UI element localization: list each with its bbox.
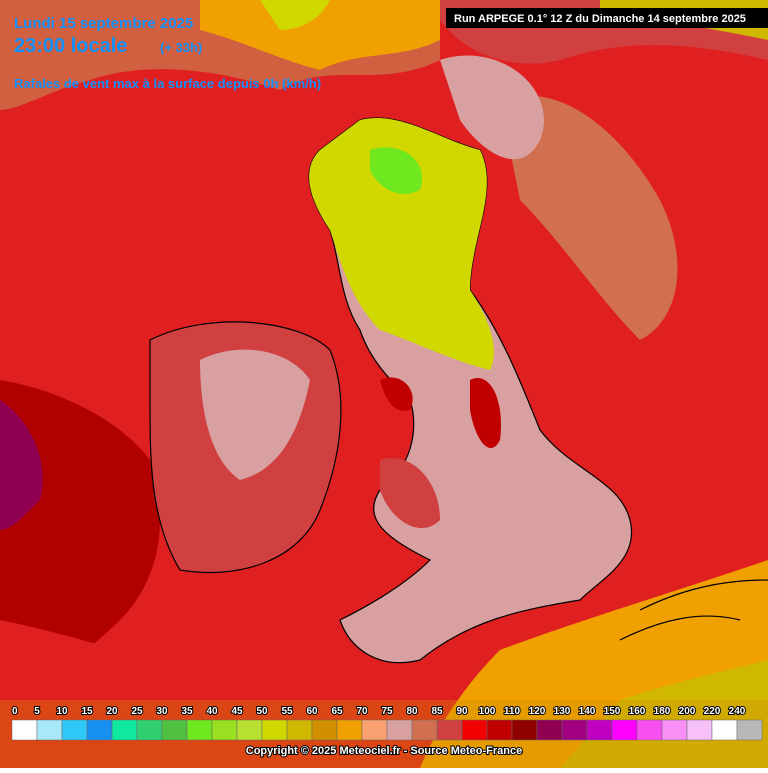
legend-label: 80 <box>406 706 418 717</box>
field-zone <box>260 0 330 30</box>
legend-label: 5 <box>34 706 40 717</box>
field-zone <box>0 620 320 700</box>
legend-label: 25 <box>131 706 143 717</box>
legend-label: 40 <box>206 706 218 717</box>
legend-swatch <box>636 719 663 741</box>
legend-swatch <box>161 719 188 741</box>
legend-label: 70 <box>356 706 368 717</box>
legend-swatch <box>486 719 513 741</box>
legend-swatch <box>611 719 638 741</box>
legend-label: 60 <box>306 706 318 717</box>
field-zone <box>370 147 422 194</box>
legend-swatch <box>661 719 688 741</box>
field-zone <box>200 349 310 480</box>
legend-swatch <box>511 719 538 741</box>
legend-label: 45 <box>231 706 243 717</box>
field-zone <box>0 400 43 530</box>
field-zone <box>380 377 413 411</box>
legend-swatch <box>411 719 438 741</box>
legend-swatch <box>211 719 238 741</box>
field-zone <box>309 117 494 371</box>
legend-swatch <box>86 719 113 741</box>
legend-label: 55 <box>281 706 293 717</box>
legend: 0 5 10 15 20 25 30 35 40 45 50 55 60 65 70 75 80 85 90 100 1… <box>11 705 763 741</box>
legend-swatch <box>361 719 388 741</box>
legend-swatch <box>286 719 313 741</box>
legend-label: 90 <box>456 706 468 717</box>
field-zone <box>470 378 501 449</box>
field-zone <box>200 0 440 70</box>
legend-label: 160 <box>629 706 646 717</box>
legend-label: 30 <box>156 706 168 717</box>
field-zone <box>440 55 544 160</box>
legend-swatch <box>586 719 613 741</box>
legend-label: 180 <box>654 706 671 717</box>
offset: (+ 33h) <box>160 40 202 55</box>
legend-label: 20 <box>106 706 118 717</box>
run-info: Run ARPEGE 0.1° 12 Z du Dimanche 14 sept… <box>454 13 746 25</box>
legend-label: 240 <box>729 706 746 717</box>
legend-label: 150 <box>604 706 621 717</box>
legend-label: 85 <box>431 706 443 717</box>
legend-label: 130 <box>554 706 571 717</box>
legend-swatch <box>186 719 213 741</box>
legend-label: 220 <box>704 706 721 717</box>
legend-swatch <box>311 719 338 741</box>
legend-swatch <box>11 719 38 741</box>
legend-swatch <box>686 719 713 741</box>
legend-label: 65 <box>331 706 343 717</box>
legend-swatch <box>436 719 463 741</box>
legend-swatch <box>736 719 763 741</box>
field-zone <box>560 660 768 768</box>
legend-swatch <box>61 719 88 741</box>
legend-label: 15 <box>81 706 93 717</box>
legend-label: 10 <box>56 706 68 717</box>
continent-coast <box>619 579 768 641</box>
legend-swatch <box>461 719 488 741</box>
legend-swatch <box>711 719 738 741</box>
time: 23:00 locale <box>14 35 127 57</box>
legend-swatch <box>136 719 163 741</box>
legend-swatch <box>536 719 563 741</box>
legend-label: 140 <box>579 706 596 717</box>
date: Lundi 15 septembre 2025 <box>14 15 193 32</box>
legend-label: 0 <box>12 706 18 717</box>
legend-label: 110 <box>504 706 521 717</box>
legend-label: 200 <box>679 706 696 717</box>
legend-label: 100 <box>479 706 496 717</box>
legend-label: 50 <box>256 706 268 717</box>
legend-swatch <box>111 719 138 741</box>
legend-swatch <box>36 719 63 741</box>
legend-swatch <box>561 719 588 741</box>
legend-label: 120 <box>529 706 546 717</box>
legend-label: 75 <box>381 706 393 717</box>
parameter: Rafales de vent max à la surface depuis … <box>14 76 321 91</box>
field-zone <box>500 95 678 340</box>
run-box <box>446 8 768 28</box>
legend-swatch <box>261 719 288 741</box>
field-zone <box>380 458 440 529</box>
legend-swatch <box>336 719 363 741</box>
legend-swatch <box>236 719 263 741</box>
legend-label: 35 <box>181 706 193 717</box>
legend-swatch <box>386 719 413 741</box>
copyright: Copyright © 2025 Meteociel.fr - Source M… <box>246 745 522 757</box>
